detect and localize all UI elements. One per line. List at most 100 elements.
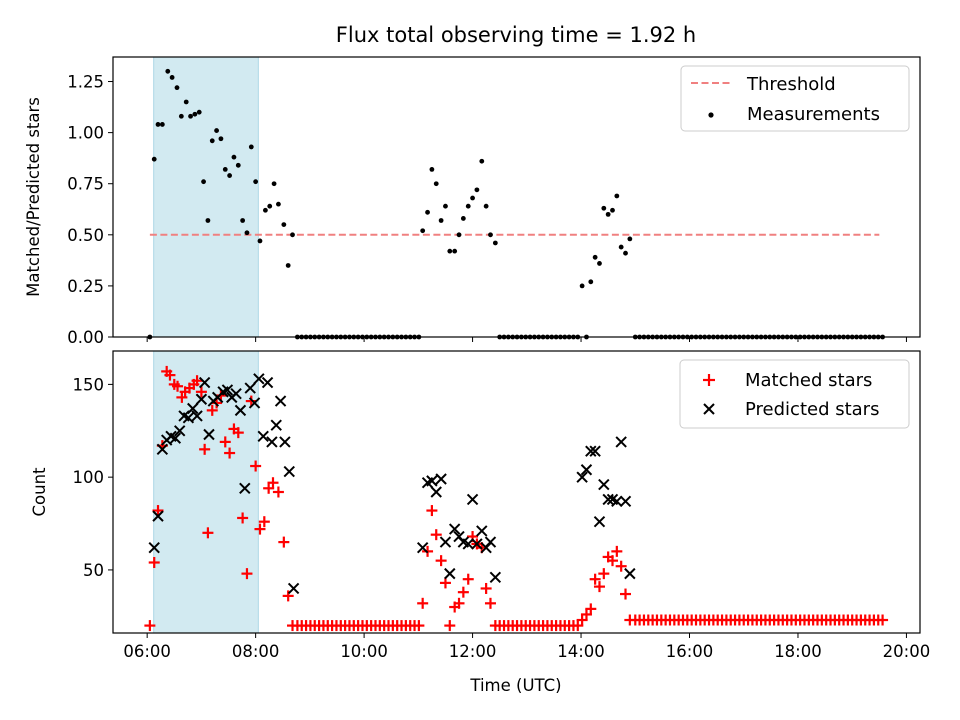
measurement-point [281,222,287,227]
predicted-star-point [230,387,242,400]
figure-title: Flux total observing time = 1.92 h [336,23,696,47]
bottom-y-axis-label: Count [30,467,49,517]
measurements-legend-swatch [708,112,714,118]
bottom-x-ticks: 06:00 08:00 10:00 12:00 14:00 16:00 18:00 20:00 [123,633,930,661]
matched-star-point [282,590,294,602]
top-y-tick-label: 0.75 [67,175,104,194]
predicted-star-point [195,393,208,405]
predicted-star-point [257,430,269,443]
predicted-star-point [580,464,593,476]
measurement-point [240,218,246,223]
measurement-point [174,85,180,91]
matched-star-point [426,505,438,517]
predicted-star-point [602,493,614,506]
matched-star-point [877,614,889,626]
matched-star-point [417,597,429,609]
measurement-point [290,232,295,238]
predicted-star-point [435,473,447,485]
bottom-x-tick-label: 14:00 [557,642,605,661]
top-y-tick-label: 1.00 [67,124,104,143]
predicted-star-point [248,397,261,409]
matched-star-point [435,555,447,567]
predicted-star-point [253,373,265,385]
top-y-tick-label: 0.00 [67,328,104,347]
measurement-point [438,218,444,223]
measurement-point [248,144,254,150]
predicted-star-point [619,495,632,507]
measurement-point [276,201,281,207]
predicted-star-point [462,538,474,550]
matched-star-point [272,486,284,498]
measurement-point [183,99,189,105]
predicted-star-point [484,536,497,548]
matched-star-point [148,557,160,568]
matched-star-point [254,523,266,535]
predicted-star-point [489,571,502,584]
bottom-x-tick-label: 08:00 [232,642,280,661]
matched-star-point [258,516,270,528]
predicted-star-point [221,384,234,396]
measurement-point [452,248,458,254]
bottom-y-tick-label: 100 [73,468,105,487]
predicted-star-point [239,482,251,494]
measurement-point [178,113,184,119]
measurement-point [447,248,453,254]
predicted-legend-label: Predicted stars [745,399,879,420]
bottom-legend-box [679,359,910,429]
measurement-point [222,167,228,172]
matched-star-point [232,427,244,439]
measurement-point [201,179,206,185]
predicted-star-point [152,510,164,522]
top-axes-frame [112,56,921,338]
matched-star-point [219,436,231,448]
bottom-panel: 50 100 150 06:00 08:00 10:00 12:00 14:00 16:00 1… [30,350,930,695]
matched-star-point [241,568,253,580]
measurement-point [627,236,633,242]
top-y-tick-label: 1.25 [67,73,104,92]
measurement-point [271,181,277,187]
measurement-point [159,122,165,127]
matched-star-point [176,391,188,403]
measurements-legend-label: Measurements [747,104,880,125]
predicted-star-point [585,445,597,457]
top-legend-box [680,65,910,132]
measurement-point [492,240,498,246]
matched-star-point [462,573,474,585]
measurement-point [231,154,237,160]
top-y-ticks: 0.00 0.25 0.50 0.75 1.00 1.25 [67,73,113,347]
bottom-x-tick-label: 18:00 [774,642,822,661]
bottom-x-tick-label: 06:00 [123,642,171,661]
predicted-star-point [182,412,195,424]
top-panel: 0.00 0.25 0.50 0.75 1.00 1.25 Matched/Predict… [24,56,921,347]
measurement-point [209,138,215,144]
predicted-star-point [198,376,211,389]
matched-star-point [202,527,214,539]
matched-star-point [267,477,279,489]
predicted-star-point [274,395,287,407]
measurement-point [165,68,171,74]
measurement-point [623,250,628,256]
matched-star-point [172,380,184,392]
measurement-point [214,128,219,133]
measurement-point [460,216,466,221]
matched-star-point [585,603,597,615]
measurement-point [433,181,439,187]
top-legend: Threshold Measurements [680,65,910,132]
matched-star-point [572,620,584,632]
measurement-point [151,156,157,162]
matched-star-point [250,460,262,472]
predicted-star-point [270,419,282,431]
predicted-star-point [430,486,442,498]
measurement-point [244,230,250,236]
matched-legend-swatch [703,374,715,386]
bottom-x-tick-label: 16:00 [666,642,714,661]
predicted-star-point [187,402,199,415]
top-y-tick-label: 0.50 [67,226,104,245]
bottom-y-ticks: 50 100 150 [73,375,113,580]
predicted-star-point [279,436,291,448]
bottom-span-rect [153,350,259,634]
matched-star-point [206,404,218,416]
measurement-point [257,238,263,244]
matched-star-point [620,588,632,600]
